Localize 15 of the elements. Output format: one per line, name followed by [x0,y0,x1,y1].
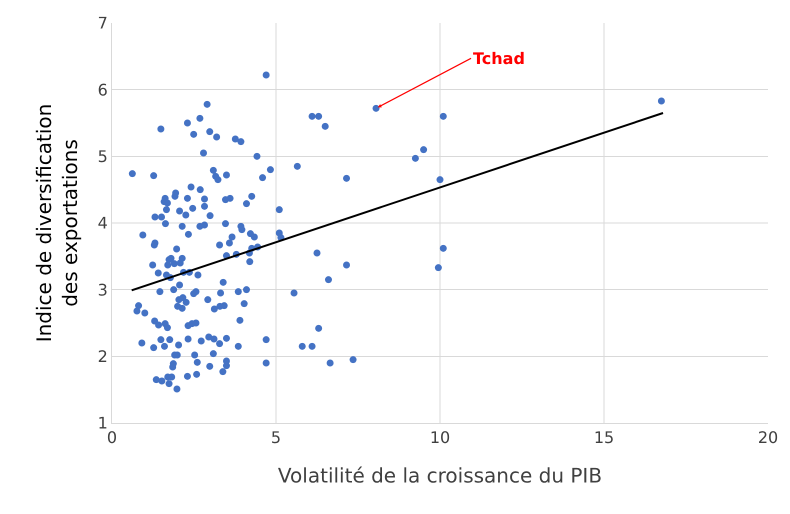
y-tick-label: 5 [98,146,108,166]
x-tick-label: 5 [270,428,282,448]
y-tick-label: 2 [98,346,108,366]
y-tick-label: 4 [98,214,108,233]
annotation: Tchad [473,49,525,68]
y-tick-label: 3 [98,280,108,300]
x-tick-label: 10 [430,428,450,448]
y-tick-label: 6 [98,80,108,100]
y-tick-label: 7 [98,14,108,33]
x-tick-label: 20 [758,428,778,448]
x-tick-label: 0 [106,428,118,448]
x-axis-title: Volatilité de la croissance du PIB [278,464,602,488]
y-tick-label: 1 [98,414,108,433]
y-axis-title: Indice de diversification des exportations [32,104,82,342]
x-tick-label: 15 [594,428,614,448]
